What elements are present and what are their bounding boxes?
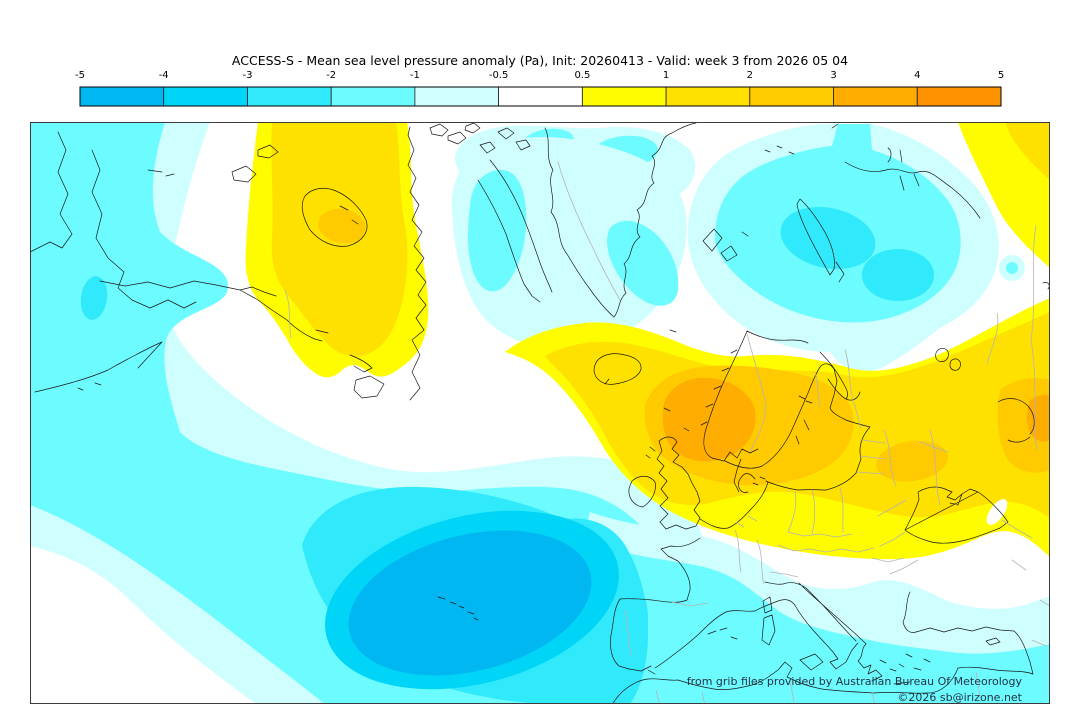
contour-kara-pos-1 xyxy=(1006,122,1050,180)
coastline-russia-lakes xyxy=(935,348,1035,443)
colorbar-tick-label: 2 xyxy=(746,70,753,81)
coastline-scandinavia-baltic xyxy=(700,330,871,493)
colorbar-tick-label: -3 xyxy=(242,70,253,81)
contour-kara-pos-05 xyxy=(958,122,1050,268)
colorbar-tick-label: 5 xyxy=(997,70,1005,81)
colorbar-tick-label: -5 xyxy=(75,70,85,81)
coastline-greece-aegean xyxy=(857,591,931,685)
coastline-british-isles xyxy=(628,407,701,530)
colorbar-segment xyxy=(498,86,583,107)
contour-greenland-se-neg-1 xyxy=(607,220,679,306)
coastline-iceland xyxy=(593,353,642,385)
coastline-russia-north xyxy=(831,123,1050,290)
coastline-alaska-siberia xyxy=(30,131,197,393)
colorbar xyxy=(79,86,1002,107)
contour-baltics-pos-2 xyxy=(876,440,948,482)
coastline-france-iberia xyxy=(610,481,769,675)
coastline-turkey-levant-africa xyxy=(612,626,1034,704)
colorbar-segment xyxy=(916,86,1002,107)
border-lines xyxy=(284,161,1050,704)
coastlines xyxy=(30,122,1050,704)
contour-spot-neg-1 xyxy=(1006,262,1018,274)
map-frame xyxy=(30,122,1050,704)
colorbar-segment xyxy=(749,86,834,107)
colorbar-tick-label: -0.5 xyxy=(488,70,509,81)
coastline-greenland xyxy=(544,122,697,318)
coastline-blacksea xyxy=(904,486,1009,544)
contour-barents-neg-2 xyxy=(862,249,934,301)
coastline-svalbard-fjl-novaya-zemlya xyxy=(702,145,845,283)
coastline-azores xyxy=(437,329,677,621)
page-title: ACCESS-S - Mean sea level pressure anoma… xyxy=(231,53,849,68)
contour-med-neg-1 xyxy=(540,545,1050,704)
coastline-hudson-bay xyxy=(301,187,368,247)
colorbar-segment xyxy=(833,86,918,107)
colorbar-tick-label: -2 xyxy=(326,70,337,81)
colorbar-segment xyxy=(665,86,751,107)
country-borders xyxy=(284,161,1050,704)
colorbar-tick-label: 3 xyxy=(830,70,837,81)
colorbar-segment xyxy=(330,86,416,107)
contour-field xyxy=(30,122,1050,704)
coastline-baffin-island xyxy=(477,159,553,303)
colorbar-tick-label: -4 xyxy=(158,70,169,81)
coastline-canada xyxy=(99,126,427,401)
colorbar-frame xyxy=(79,86,1002,107)
colorbar-segment xyxy=(414,86,499,107)
attribution-copyright: ©2026 sb@irizone.net xyxy=(897,691,1022,704)
colorbar-tick-label: 4 xyxy=(914,70,921,81)
coastline-arctic-archipelago xyxy=(231,122,531,183)
contour-canada-pos-2 xyxy=(318,208,366,244)
contour-atlantic-neg-4 xyxy=(348,530,592,676)
colorbar-tick-label: 0.5 xyxy=(574,70,591,81)
contour-alaska-neg-2 xyxy=(80,276,108,320)
attribution-source: from grib files provided by Australian B… xyxy=(686,675,1022,688)
colorbar-segment xyxy=(79,86,165,107)
contour-white-sliver xyxy=(986,499,1008,525)
colorbar-segment xyxy=(247,86,332,107)
colorbar-tick-label: 1 xyxy=(662,70,670,81)
colorbar-tick-label: -1 xyxy=(409,70,420,81)
contour-baffin-neg-1 xyxy=(468,169,527,292)
coastline-italy-adriatic xyxy=(707,581,867,671)
colorbar-segment xyxy=(582,86,667,107)
colorbar-segment xyxy=(163,86,248,107)
